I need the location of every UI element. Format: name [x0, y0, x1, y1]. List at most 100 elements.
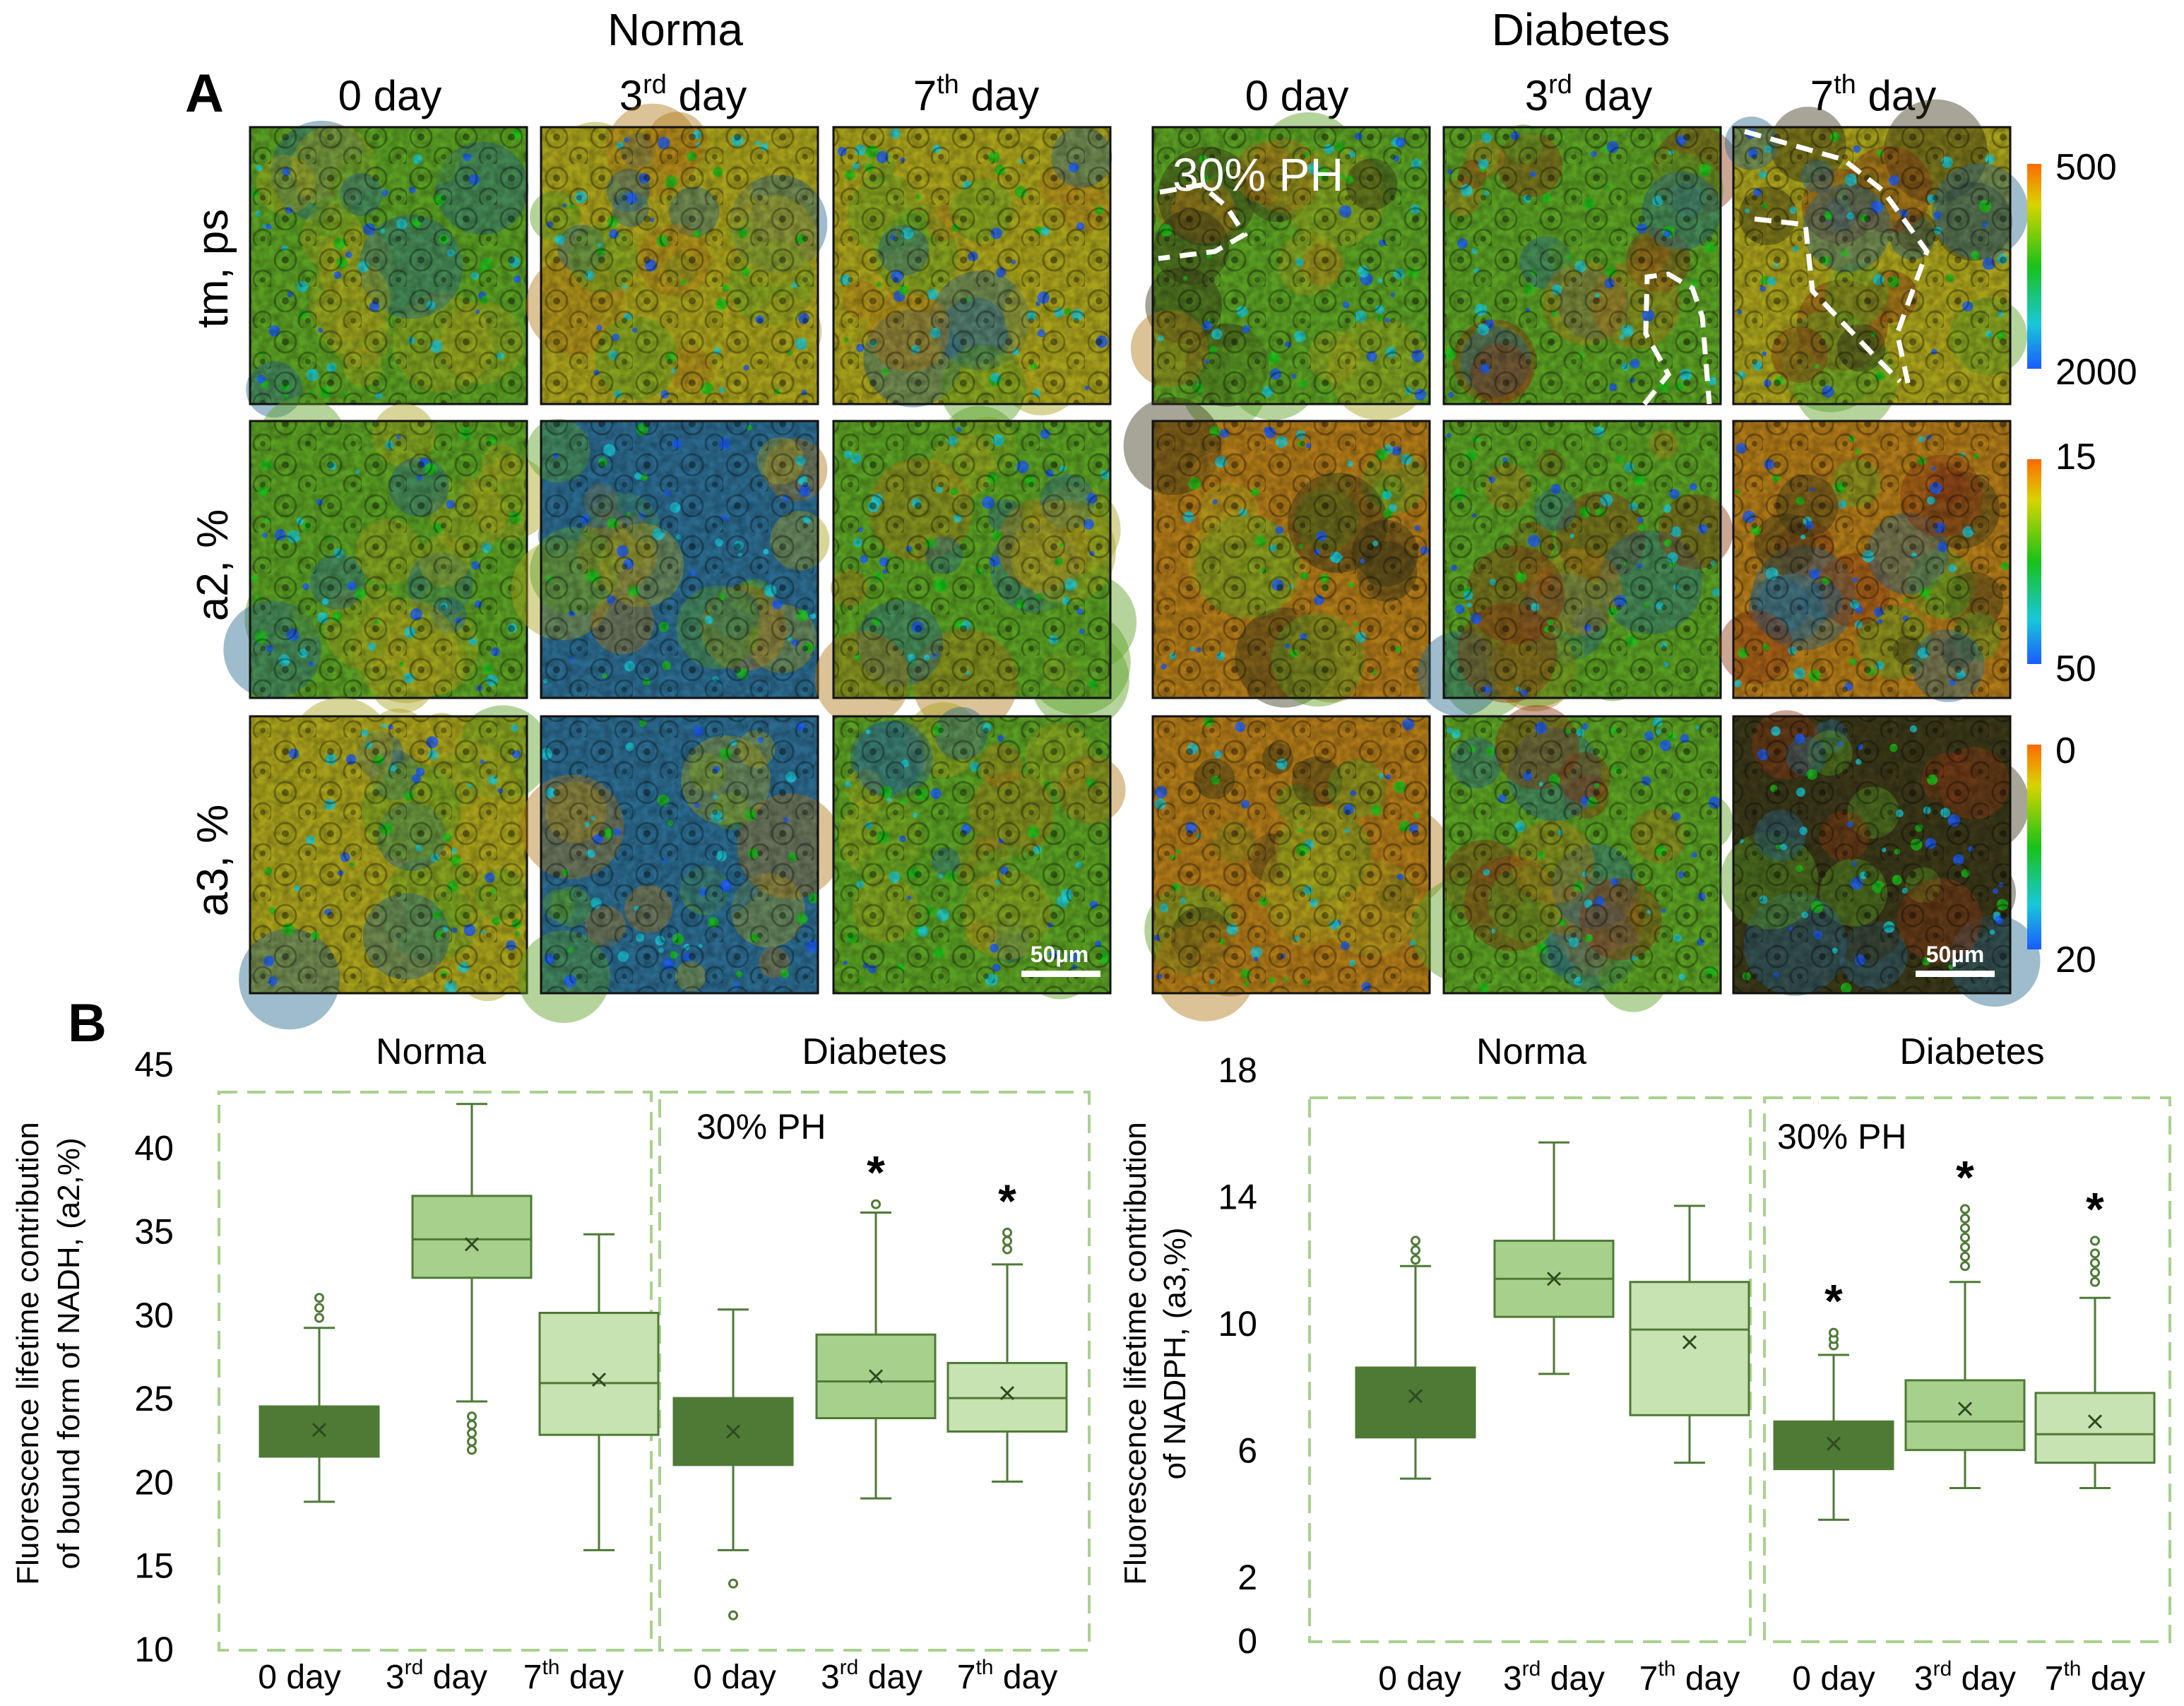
outlier-point — [314, 1303, 324, 1313]
mean-marker — [868, 1369, 884, 1384]
outlier-point — [1002, 1244, 1012, 1255]
significance-star: * — [867, 1147, 885, 1199]
microscopy-tile — [511, 418, 830, 699]
mean-marker — [1546, 1272, 1562, 1286]
microscopy-image-grid — [223, 99, 2041, 1030]
outlier-point — [2090, 1276, 2100, 1287]
mean-marker — [1826, 1436, 1841, 1451]
mean-marker — [1682, 1334, 1697, 1350]
outlier-point — [1960, 1251, 1970, 1262]
box-norma-day0 — [259, 1293, 380, 1503]
outlier-point — [1002, 1227, 1012, 1238]
microscopy-tile — [526, 103, 828, 405]
group-title-norma: Norma — [607, 4, 743, 55]
iqr-box — [538, 1311, 660, 1436]
y-tick-label: 45 — [134, 1045, 174, 1084]
x-tick-label: 0 day — [1378, 1660, 1461, 1698]
mean-marker — [464, 1237, 480, 1252]
microscopy-tile — [1144, 715, 1452, 1021]
y-tick-label: 40 — [134, 1128, 174, 1168]
row-label-a2: a2, % — [189, 509, 237, 622]
outlier-point — [1411, 1236, 1420, 1246]
col-header-norma-day7: 7th day — [913, 70, 1040, 119]
chart1-group-norma: Norma — [376, 1031, 486, 1072]
y-tick-label: 25 — [134, 1379, 174, 1418]
colorbar-a3-top-label: 0 — [2055, 730, 2076, 771]
iqr-box — [1355, 1366, 1476, 1439]
microscopy-tile — [518, 715, 843, 1023]
x-tick-label: 7th day — [957, 1656, 1057, 1696]
outlier-point — [871, 1199, 881, 1209]
colorbar-a2-top-label: 15 — [2055, 437, 2096, 478]
box-diabetes-day7 — [946, 1227, 1068, 1483]
y-tick-label: 20 — [134, 1462, 174, 1502]
significance-star: * — [998, 1175, 1016, 1227]
microscopy-tile — [223, 397, 553, 713]
ph-annotation: 30% PH — [1173, 148, 1343, 201]
scale-bar-diabetes — [1916, 971, 1995, 977]
chart2-ylabel-line2: of NADPH, (a3,%) — [1158, 1228, 1192, 1480]
y-tick-label: 6 — [1238, 1431, 1257, 1471]
y-tick-label: 10 — [134, 1630, 174, 1669]
microscopy-tile — [832, 126, 1112, 432]
mean-marker — [311, 1423, 327, 1438]
col-header-diabetes-day3: 3rd day — [1525, 70, 1653, 119]
microscopy-tile — [1719, 420, 2012, 702]
x-tick-label: 3rd day — [386, 1656, 487, 1696]
outlier-point — [2090, 1248, 2100, 1259]
region-outline-diabetes-day7-inner — [1754, 216, 1902, 384]
iqr-box — [1773, 1420, 1894, 1471]
box-norma-day7 — [1629, 1204, 1750, 1464]
y-tick-label: 14 — [1218, 1178, 1257, 1217]
scale-bar-label-norma: 50µm — [1031, 942, 1088, 967]
box-diabetes-day7 — [2034, 1236, 2156, 1490]
outlier-point — [728, 1610, 738, 1621]
mean-marker — [999, 1385, 1015, 1401]
iqr-box — [2034, 1392, 2156, 1464]
outlier-point — [728, 1578, 738, 1589]
outlier-point — [2090, 1257, 2100, 1268]
outlier-point — [467, 1445, 477, 1455]
box-norma-day7 — [538, 1233, 660, 1551]
group-frame — [1763, 1096, 2171, 1643]
chart2-group-diabetes: Diabetes — [1899, 1031, 2044, 1072]
outlier-point — [1960, 1223, 1970, 1233]
chart2-group-norma: Norma — [1476, 1031, 1586, 1072]
panel-b: B Norma Diabetes 30% PH Fluorescence lif… — [11, 993, 2171, 1698]
colorbar-a3-bottom-label: 20 — [2055, 940, 2096, 981]
group-frame — [658, 1091, 1091, 1652]
scale-bar-label-diabetes: 50µm — [1926, 942, 1984, 967]
box-norma-day3 — [411, 1103, 533, 1455]
y-tick-label: 2 — [1238, 1558, 1257, 1597]
mean-marker — [725, 1424, 741, 1439]
colorbar-tm-bottom-label: 2000 — [2055, 352, 2137, 393]
x-tick-label: 0 day — [693, 1659, 776, 1696]
outlier-point — [1960, 1213, 1970, 1224]
significance-star: * — [2086, 1183, 2104, 1235]
colorbar-a3 — [2027, 745, 2041, 949]
outlier-point — [1960, 1232, 1970, 1243]
mean-marker — [2087, 1414, 2103, 1429]
mean-marker — [1408, 1389, 1423, 1404]
microscopy-tile — [814, 405, 1137, 735]
iqr-box — [815, 1333, 937, 1420]
y-tick-label: 0 — [1238, 1621, 1257, 1661]
box-norma-day3 — [1493, 1141, 1615, 1375]
outlier-point — [1411, 1245, 1420, 1255]
microscopy-tile — [1442, 124, 1741, 405]
y-tick-label: 15 — [134, 1546, 174, 1586]
col-header-norma-day3: 3rd day — [619, 70, 747, 119]
region-outline-diabetes-day7-outer — [1744, 129, 1930, 386]
outlier-point — [1960, 1261, 1970, 1272]
box-diabetes-day3 — [815, 1199, 937, 1500]
panel-a-label: A — [185, 64, 224, 124]
microscopy-tile — [1123, 396, 1431, 708]
y-tick-label: 35 — [134, 1212, 174, 1252]
box-norma-day0 — [1355, 1236, 1476, 1480]
microscopy-tile — [1724, 99, 2029, 434]
panel-a: A Norma Diabetes 0 day 3rd day 7th day 0… — [185, 4, 2137, 1030]
outlier-point — [1829, 1327, 1839, 1338]
outlier-point — [314, 1293, 324, 1303]
microscopy-tile — [1417, 420, 1733, 718]
